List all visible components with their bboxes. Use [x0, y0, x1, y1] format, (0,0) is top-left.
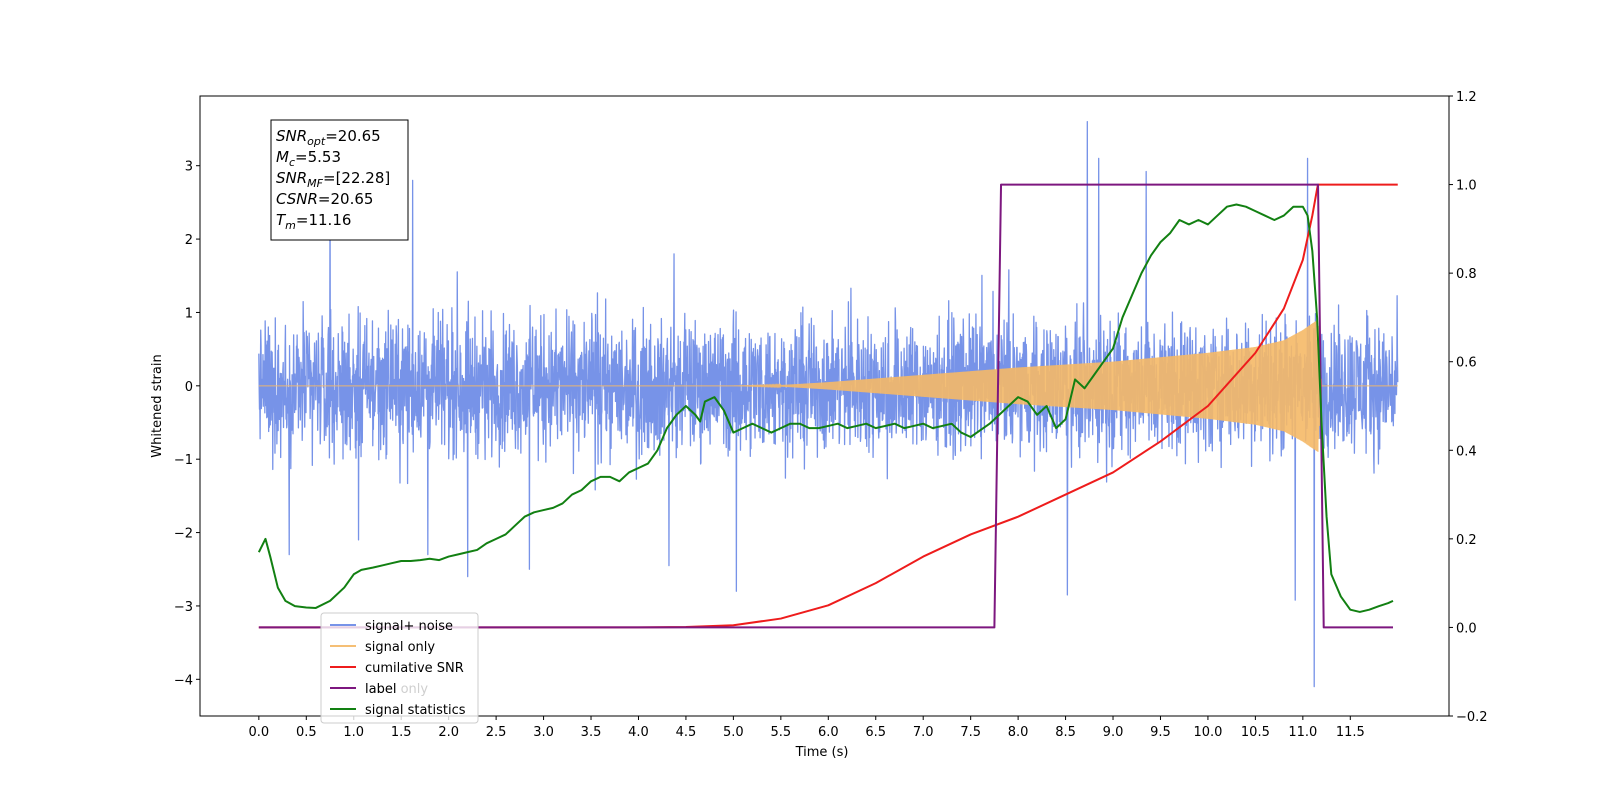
y-left-tick-label: 1 [185, 306, 193, 321]
plot-area-frame [199, 95, 1450, 717]
x-tick-label: 11.5 [1336, 725, 1365, 740]
y-right-tick-label: 1.0 [1456, 179, 1477, 194]
annotation-line: SNRMF=[22.28] [276, 169, 390, 190]
x-tick-label: 2.5 [486, 725, 507, 740]
y-right-tick-label: 0.8 [1456, 267, 1477, 282]
x-tick-label: 11.0 [1288, 725, 1317, 740]
legend-frame [320, 612, 479, 724]
y-left-tick-label: 2 [185, 233, 193, 248]
x-tick-label: 10.0 [1193, 725, 1222, 740]
annotation-symbol: T [276, 211, 287, 229]
annotation-subscript: opt [307, 135, 326, 148]
annotation-value: =5.53 [295, 148, 341, 166]
x-tick-label: 8.0 [1008, 725, 1029, 740]
x-tick-label: 6.0 [818, 725, 839, 740]
x-tick-label: 1.5 [391, 725, 412, 740]
annotation-line: CSNR=20.65 [276, 190, 373, 208]
series-line-signal-statistics [257, 203, 1394, 613]
y-left-tick-label: 3 [185, 160, 193, 175]
x-tick-label: 5.5 [770, 725, 791, 740]
x-tick-label: 5.0 [723, 725, 744, 740]
y-left-tick-label: −4 [174, 673, 193, 688]
annotation-line: Tm=11.16 [276, 211, 351, 232]
legend: label only signal+ noise signal only cumila… [320, 612, 479, 724]
y-right-tick-label: 0.6 [1456, 356, 1477, 371]
y-right-tick-label: 0.4 [1456, 444, 1477, 459]
x-tick-label: 6.5 [865, 725, 886, 740]
x-tick-label: 7.0 [913, 725, 934, 740]
annotation-value: =20.65 [325, 127, 381, 145]
annotation-symbol: SNR [276, 169, 307, 187]
annotation-symbol: M [276, 148, 289, 166]
annotation-symbol: SNR [276, 127, 307, 145]
x-tick-label: 2.0 [438, 725, 459, 740]
x-tick-label: 0.0 [248, 725, 269, 740]
y-left-tick-label: −2 [174, 527, 193, 542]
y-left-tick-label: −1 [174, 453, 193, 468]
x-tick-label: 4.0 [628, 725, 649, 740]
x-tick-label: 10.5 [1241, 725, 1270, 740]
legend-label: cumilative SNR [365, 661, 464, 676]
y-right-tick-label: 1.2 [1456, 90, 1477, 105]
series-line-signal-only [258, 320, 1398, 452]
y-axis-left-label: Whitened strain [150, 354, 165, 457]
x-axis-label: Time (s) [795, 745, 849, 760]
annotation-frame [270, 119, 409, 241]
y-right-tick-label: 0.0 [1456, 621, 1477, 636]
annotation-value: =20.65 [318, 190, 374, 208]
annotation-subscript: MF [307, 177, 323, 190]
y-left-tick-label: 0 [185, 380, 193, 395]
annotation-symbol: CSNR [276, 190, 318, 208]
x-tick-label: 1.0 [343, 725, 364, 740]
x-tick-label: 3.5 [581, 725, 602, 740]
x-tick-label: 8.5 [1055, 725, 1076, 740]
y-right-tick-label: 0.2 [1456, 533, 1477, 548]
annotation-line: SNRopt=20.65 [276, 127, 381, 148]
annotation-line: Mc=5.53 [276, 148, 341, 169]
x-tick-label: 4.5 [676, 725, 697, 740]
x-tick-label: 7.5 [960, 725, 981, 740]
annotation-subscript: c [289, 156, 295, 169]
legend-label-faint: label only [365, 682, 428, 697]
legend-label: signal only [365, 640, 435, 655]
x-axis: 0.0 0.5 1.0 1.5 2.0 2.5 3.0 3.5 4.0 4.5 5.0 5.5 6.0 6… [248, 716, 1365, 740]
annotation-box: SNRopt=20.65Mc=5.53SNRMF=[22.28]CSNR=20.… [270, 119, 409, 241]
y-left-tick-label: −3 [174, 600, 193, 615]
x-tick-label: 3.0 [533, 725, 554, 740]
annotation-value: =11.16 [296, 211, 352, 229]
x-tick-label: 9.0 [1103, 725, 1124, 740]
annotation-subscript: m [285, 219, 296, 232]
x-tick-label: 0.5 [296, 725, 317, 740]
series-line-label [258, 183, 1393, 629]
series-layer [257, 121, 1399, 688]
y-right-tick-label: −0.2 [1456, 710, 1488, 725]
legend-label: signal+ noise [365, 619, 453, 634]
x-tick-label: 9.5 [1150, 725, 1171, 740]
y-axis-left: −4 −3 −2 −1 0 1 2 3 [174, 160, 200, 688]
legend-label: label [365, 682, 396, 697]
annotation-value: =[22.28] [323, 169, 390, 187]
legend-label: signal statistics [365, 703, 466, 718]
y-axis-right: −0.2 0.0 0.2 0.4 0.6 0.8 1.0 1.2 [1449, 90, 1488, 725]
